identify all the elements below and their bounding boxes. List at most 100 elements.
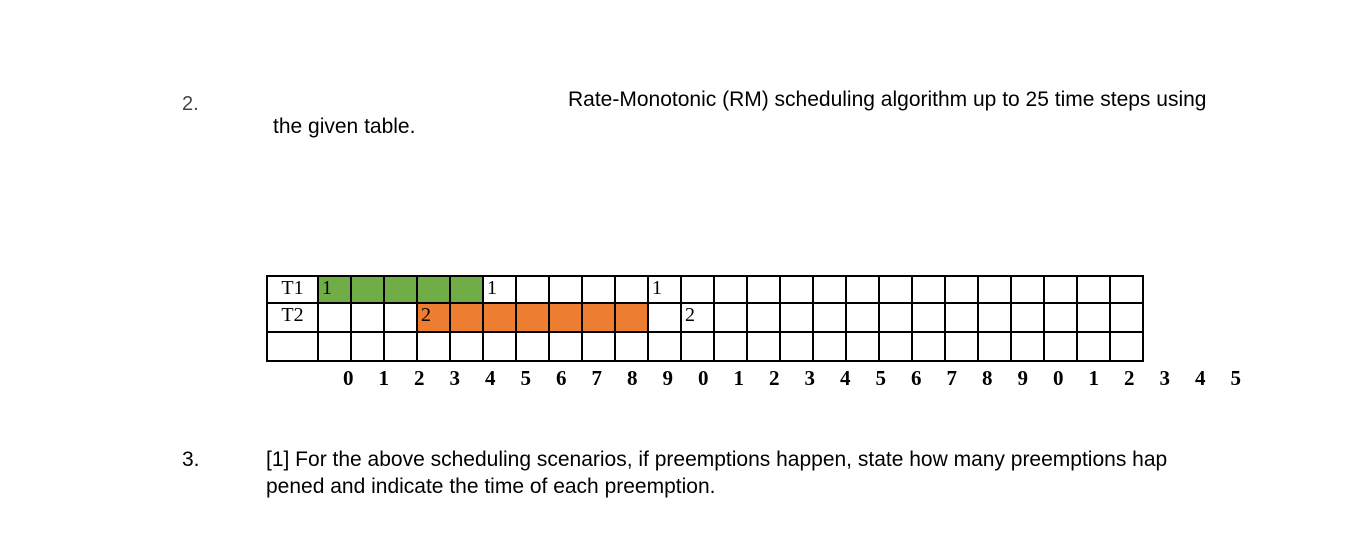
row-label: T2 <box>266 302 319 333</box>
schedule-cell <box>845 302 880 333</box>
schedule-cell <box>944 275 979 304</box>
schedule-table: T1 1 1 1 T2 2 2 <box>266 275 1144 362</box>
question-2-obscured-text <box>268 87 568 113</box>
time-tick-label: 7 <box>591 366 603 390</box>
time-tick-label: 5 <box>875 366 887 390</box>
schedule-cell <box>581 331 616 362</box>
schedule-cell <box>812 275 847 304</box>
schedule-cell <box>614 331 649 362</box>
schedule-row-empty <box>266 331 1144 362</box>
schedule-cell <box>680 331 715 362</box>
schedule-cell <box>680 275 715 304</box>
schedule-cell: 2 <box>680 302 715 333</box>
time-tick-label: 4 <box>840 366 851 390</box>
schedule-cell <box>746 302 781 333</box>
schedule-cell <box>911 331 946 362</box>
schedule-cell <box>350 302 385 333</box>
schedule-cell <box>1010 275 1045 304</box>
schedule-cell <box>779 302 814 333</box>
schedule-cell <box>383 275 418 304</box>
schedule-cell <box>911 275 946 304</box>
schedule-cell <box>515 302 550 333</box>
question-3-text-line-2: pened and indicate the time of each pree… <box>266 475 716 498</box>
schedule-cell <box>713 331 748 362</box>
schedule-cell <box>713 275 748 304</box>
schedule-cell <box>1076 331 1111 362</box>
schedule-cell <box>911 302 946 333</box>
schedule-cell <box>482 302 517 333</box>
schedule-cell <box>746 275 781 304</box>
schedule-cell <box>416 275 451 304</box>
schedule-cell <box>1043 302 1078 333</box>
time-tick-label: 1 <box>733 366 745 390</box>
schedule-cell <box>1043 331 1078 362</box>
schedule-cell <box>647 331 682 362</box>
schedule-cell <box>779 275 814 304</box>
time-tick-label: 5 <box>1230 366 1242 390</box>
time-tick-label: 7 <box>946 366 958 390</box>
time-tick-label: 9 <box>1017 366 1029 390</box>
time-tick-label: 8 <box>627 366 638 390</box>
time-tick-label: 0 <box>698 366 709 390</box>
schedule-cell <box>317 331 352 362</box>
schedule-cell <box>878 275 913 304</box>
time-tick-label: 6 <box>556 366 567 390</box>
schedule-cell <box>1109 331 1144 362</box>
time-tick-label: 6 <box>911 366 922 390</box>
time-tick-label: 8 <box>982 366 993 390</box>
schedule-cell <box>1109 275 1144 304</box>
schedule-cell: 2 <box>416 302 451 333</box>
time-tick-label: 5 <box>520 366 532 390</box>
question-2-number: 2. <box>182 93 199 115</box>
time-tick-label: 2 <box>769 366 780 390</box>
schedule-cell <box>977 275 1012 304</box>
schedule-cell <box>944 331 979 362</box>
schedule-cell <box>350 275 385 304</box>
schedule-cell <box>647 302 682 333</box>
question-2-text-line-1: Rate-Monotonic (RM) scheduling algorithm… <box>568 88 1207 111</box>
schedule-cell <box>977 302 1012 333</box>
schedule-cell <box>449 275 484 304</box>
schedule-cell: 1 <box>647 275 682 304</box>
time-tick-label: 3 <box>804 366 816 390</box>
row-label <box>266 331 319 362</box>
schedule-cell <box>515 275 550 304</box>
schedule-cell <box>878 331 913 362</box>
schedule-cell <box>1010 331 1045 362</box>
question-2-text-line-2: the given table. <box>273 115 416 138</box>
schedule-cell <box>614 275 649 304</box>
time-tick-label: 1 <box>378 366 390 390</box>
schedule-cell <box>812 331 847 362</box>
schedule-cell: 1 <box>482 275 517 304</box>
time-tick-label: 2 <box>1124 366 1135 390</box>
row-label: T1 <box>266 275 319 304</box>
schedule-cell: 1 <box>317 275 352 304</box>
schedule-cell <box>548 275 583 304</box>
schedule-cell <box>746 331 781 362</box>
schedule-cell <box>317 302 352 333</box>
question-3-number: 3. <box>182 448 200 471</box>
time-tick-label: 4 <box>485 366 496 390</box>
time-tick-label: 3 <box>1159 366 1171 390</box>
schedule-cell <box>482 331 517 362</box>
schedule-cell <box>515 331 550 362</box>
schedule-cell <box>812 302 847 333</box>
schedule-cell <box>845 331 880 362</box>
schedule-cell <box>449 302 484 333</box>
time-tick-label: 4 <box>1195 366 1206 390</box>
time-tick-label: 0 <box>1053 366 1064 390</box>
time-tick-label: 2 <box>414 366 425 390</box>
schedule-cell <box>977 331 1012 362</box>
schedule-cell <box>713 302 748 333</box>
time-tick-label: 1 <box>1088 366 1100 390</box>
schedule-cell <box>581 275 616 304</box>
schedule-cell <box>1076 275 1111 304</box>
question-3-text-line-1: [1] For the above scheduling scenarios, … <box>266 448 1168 471</box>
schedule-cell <box>581 302 616 333</box>
schedule-cell <box>878 302 913 333</box>
schedule-row-t1: T1 1 1 1 <box>266 275 1144 304</box>
time-tick-label: 0 <box>343 366 354 390</box>
schedule-cell <box>1076 302 1111 333</box>
schedule-cell <box>350 331 385 362</box>
